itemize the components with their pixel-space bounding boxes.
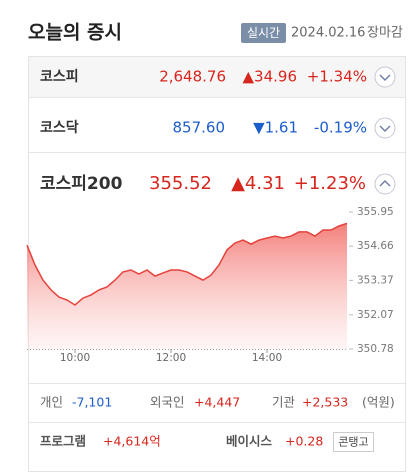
x-tick-label: 12:00: [156, 352, 186, 364]
index-rate: -0.19%: [314, 119, 367, 137]
chevron: [379, 74, 391, 81]
flows: 개인 -7,101 외국인 +4,447 기관 +2,533 (억원) 프로그램 +4,614억…: [40, 395, 395, 452]
investor-label: 외국인: [150, 395, 185, 410]
price-line: [26, 222, 348, 306]
index-name: 코스닥: [40, 119, 79, 136]
index-name: 코스피200: [40, 174, 123, 194]
index-change: ▼1.61: [253, 119, 298, 137]
chart: 355.95 354.66 353.37 352.07 350.78 10:00 12:00…: [26, 206, 394, 364]
index-value: 355.52: [149, 173, 212, 194]
date: 2024.02.16: [291, 26, 365, 41]
toggle-button[interactable]: [374, 66, 396, 88]
realtime-badge: 실시간: [247, 26, 280, 40]
index-change: ▲4.31: [231, 173, 285, 194]
y-tick-label: 355.95: [357, 206, 394, 218]
program-value: +4,614억: [103, 434, 161, 449]
widget-title: 오늘의 증시: [28, 22, 122, 44]
chevron: [379, 180, 391, 187]
index-name: 코스피: [40, 69, 79, 85]
y-tick-label: 352.07: [357, 309, 394, 321]
investor-value: +2,533: [302, 395, 348, 410]
unit: (억원): [362, 395, 395, 410]
row-bg: [29, 57, 405, 97]
index-rate: +1.23%: [294, 173, 366, 194]
basis-value: +0.28: [285, 434, 323, 449]
badge-bg: [241, 23, 286, 43]
investor-value: -7,101: [72, 395, 112, 410]
index-value: 2,648.76: [159, 68, 226, 86]
toggle-circle: [374, 66, 396, 88]
y-tick-label: 354.66: [357, 240, 394, 252]
basis-badge-bg: [333, 432, 374, 452]
index-rate: +1.34%: [307, 68, 367, 86]
index-change: ▲34.96: [243, 68, 297, 86]
index-value: 857.60: [173, 119, 226, 137]
investor-label: 기관: [272, 395, 296, 410]
investor-label: 개인: [40, 395, 63, 410]
toggle-circle: [374, 117, 396, 139]
toggle-button[interactable]: [374, 173, 396, 195]
toggle-circle: [374, 173, 396, 195]
x-tick-label: 10:00: [60, 352, 90, 364]
market-status: 장마감: [367, 26, 403, 41]
chevron: [379, 125, 391, 132]
y-tick-label: 353.37: [357, 274, 394, 286]
program-label: 프로그램: [40, 434, 86, 449]
index-rows: 코스피 2,648.76 ▲34.96 +1.34% 코스닥 857.60 ▼1.61 -0.…: [40, 66, 396, 195]
toggle-button[interactable]: [374, 117, 396, 139]
basis-label: 베이시스: [226, 434, 273, 449]
investor-value: +4,447: [194, 395, 240, 410]
area-fill: [27, 223, 347, 349]
x-tick-label: 14:00: [252, 352, 282, 364]
y-tick-label: 350.78: [357, 343, 394, 355]
basis-badge: 콘탱고: [338, 436, 368, 449]
